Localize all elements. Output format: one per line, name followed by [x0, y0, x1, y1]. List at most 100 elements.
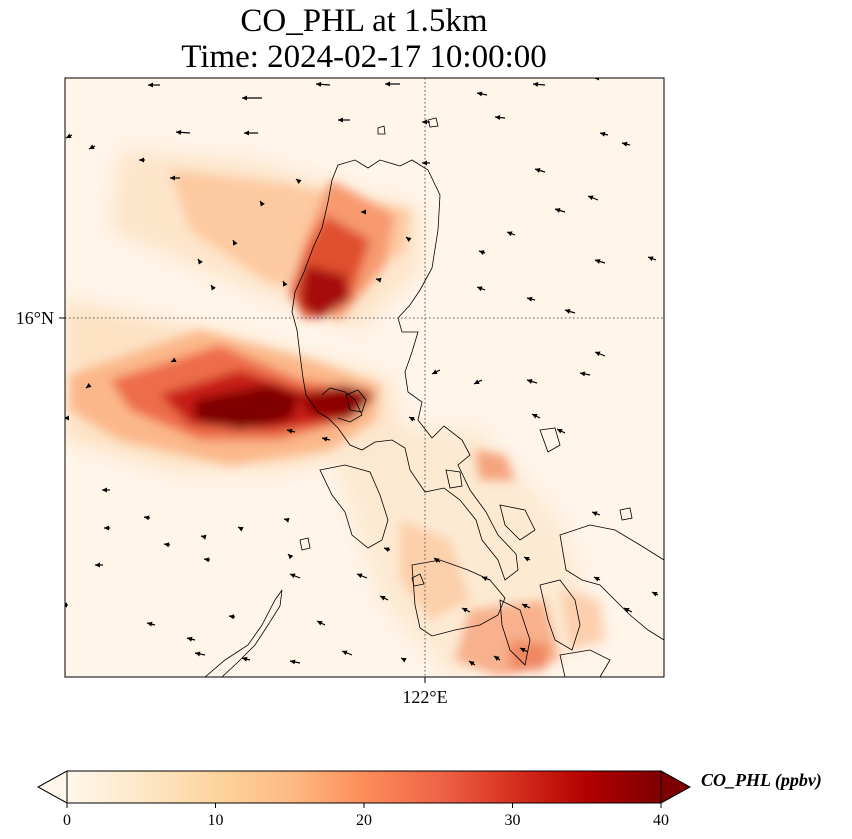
wind-vector-head — [652, 592, 658, 597]
wind-vector-head — [102, 487, 107, 493]
wind-vector-head — [595, 351, 601, 357]
wind-vector-head — [290, 659, 296, 665]
wind-vector-head — [524, 557, 530, 562]
wind-vector-head — [147, 621, 153, 627]
wind-vector-head — [434, 558, 440, 563]
wind-vector-head — [89, 144, 95, 149]
wind-vector-head — [479, 250, 485, 255]
wind-vector-head — [284, 517, 290, 523]
wind-vector-head — [290, 573, 296, 579]
colorbar-tick-label: 20 — [356, 812, 372, 829]
wind-vector-head — [495, 115, 501, 120]
plume-south — [400, 450, 605, 677]
wind-vector-head — [520, 648, 526, 653]
wind-vector-head — [211, 285, 216, 291]
wind-vector-head — [401, 658, 407, 663]
wind-vector-head — [65, 415, 69, 421]
map-panel — [65, 78, 664, 677]
wind-vector-head — [244, 130, 249, 136]
coast-islet-1 — [377, 125, 386, 135]
wind-vector-head — [104, 525, 109, 531]
colorbar-tick-label: 10 — [208, 812, 224, 829]
wind-vector-head — [283, 281, 288, 287]
wind-vector-head — [557, 429, 563, 434]
wind-vector-head — [494, 656, 500, 661]
wind-vector-head — [474, 379, 480, 384]
map-frame — [64, 77, 665, 678]
wind-vector-head — [229, 614, 235, 620]
coast-bohol — [559, 649, 611, 677]
wind-vector-head — [198, 259, 203, 265]
wind-vector-head — [164, 542, 170, 548]
coast-islet-3 — [411, 573, 425, 587]
wind-vector-head — [594, 577, 600, 582]
wind-vector-head — [287, 428, 293, 434]
chart-title-line-2: Time: 2024-02-17 10:00:00 — [181, 39, 547, 75]
colorbar-body — [66, 770, 662, 804]
wind-vector-head — [507, 231, 513, 237]
wind-vector-head — [422, 119, 427, 125]
wind-vector-head — [66, 133, 72, 138]
wind-vector-head — [376, 277, 382, 283]
wind-vector-head — [622, 141, 628, 147]
wind-vector-head — [242, 656, 248, 662]
wind-vector-head — [338, 117, 343, 123]
wind-vector-head — [422, 160, 427, 166]
wind-vector-head — [462, 608, 468, 613]
wind-vector-head — [595, 259, 601, 264]
coast-luzon-main — [291, 159, 519, 581]
coast-catanduanes — [539, 427, 561, 453]
wind-vector-head — [148, 82, 153, 88]
wind-vector-head — [322, 436, 328, 442]
wind-vector-head — [592, 511, 598, 517]
coast-islet-2 — [427, 117, 439, 128]
wind-vector-head — [565, 309, 571, 314]
wind-vector-head — [317, 621, 323, 626]
chart-title-line-1: CO_PHL at 1.5km — [240, 3, 488, 39]
wind-vector-head — [406, 237, 412, 242]
wind-vector-head — [187, 636, 193, 642]
colorbar-tick-label: 40 — [653, 812, 669, 829]
coast-mindoro — [319, 464, 389, 549]
coastlines — [204, 117, 664, 677]
wind-vector-head — [95, 562, 100, 568]
wind-vector-head — [624, 608, 630, 613]
wind-vector-head — [482, 576, 488, 582]
wind-vector-head — [171, 357, 177, 362]
wind-vector-head — [242, 95, 247, 101]
coast-palawan — [204, 589, 283, 677]
wind-vector-head — [195, 651, 201, 657]
colorbar: 0 10 20 30 40 — [36, 770, 692, 829]
wind-vector-head — [361, 209, 366, 215]
wind-vector-head — [380, 596, 386, 601]
wind-vectors — [65, 78, 659, 666]
wind-vector-head — [555, 208, 561, 213]
wind-vector-head — [385, 81, 390, 87]
lon-tick-label: 122°E — [402, 687, 447, 707]
wind-vector-head — [588, 195, 594, 201]
colorbar-title: CO_PHL (ppbv) — [701, 770, 822, 790]
wind-vector-head — [580, 371, 586, 377]
wind-vector-head — [409, 417, 415, 422]
wind-vector-head — [144, 515, 150, 521]
wind-vector-head — [357, 573, 363, 579]
plume-west — [70, 330, 380, 465]
wind-vector-head — [532, 414, 538, 419]
wind-vector-head — [527, 379, 533, 384]
wind-vector-head — [296, 179, 302, 184]
wind-vector-head — [86, 383, 92, 388]
coast-masbate — [499, 504, 536, 541]
coast-lake — [345, 389, 367, 413]
coast-panay-negros — [411, 559, 506, 637]
wind-vector-head — [384, 547, 390, 552]
colorbar-ticks: 0 10 20 30 40 — [63, 803, 669, 829]
wind-vector-head — [238, 527, 244, 532]
wind-vector-head — [527, 296, 533, 302]
coast-marinduque — [445, 469, 463, 489]
wind-vector-head — [477, 91, 483, 97]
plume-north — [170, 170, 410, 320]
wind-vector-head — [233, 240, 238, 246]
colorbar-extend-min — [36, 770, 68, 804]
wind-vector-head — [535, 168, 541, 173]
